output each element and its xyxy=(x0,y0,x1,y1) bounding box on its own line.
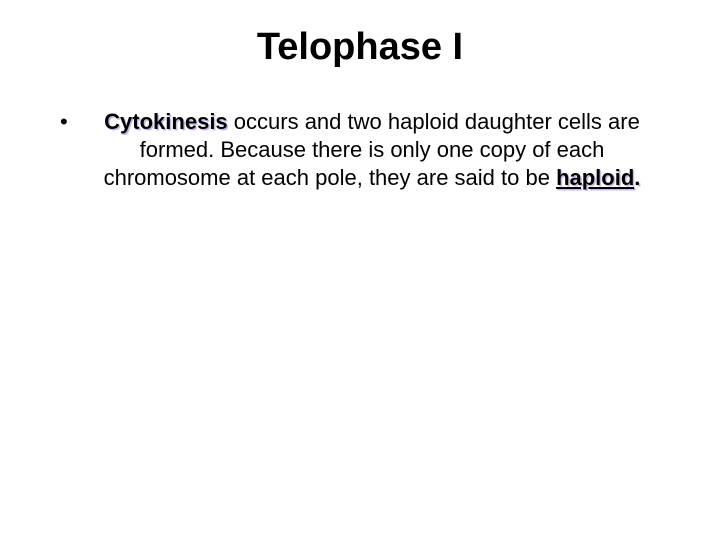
slide: Telophase I • Cytokinesis occurs and two… xyxy=(0,0,720,540)
underlined-term-haploid: haploid xyxy=(556,165,634,190)
slide-title: Telophase I xyxy=(0,26,720,69)
lead-term-cytokinesis: Cytokinesis xyxy=(104,109,228,134)
trailing-period: . xyxy=(634,165,640,190)
bullet-text: Cytokinesis occurs and two haploid daugh… xyxy=(84,108,660,192)
bullet-glyph: • xyxy=(60,108,68,136)
slide-body: • Cytokinesis occurs and two haploid dau… xyxy=(60,108,660,192)
bullet-item: • Cytokinesis occurs and two haploid dau… xyxy=(60,108,660,192)
